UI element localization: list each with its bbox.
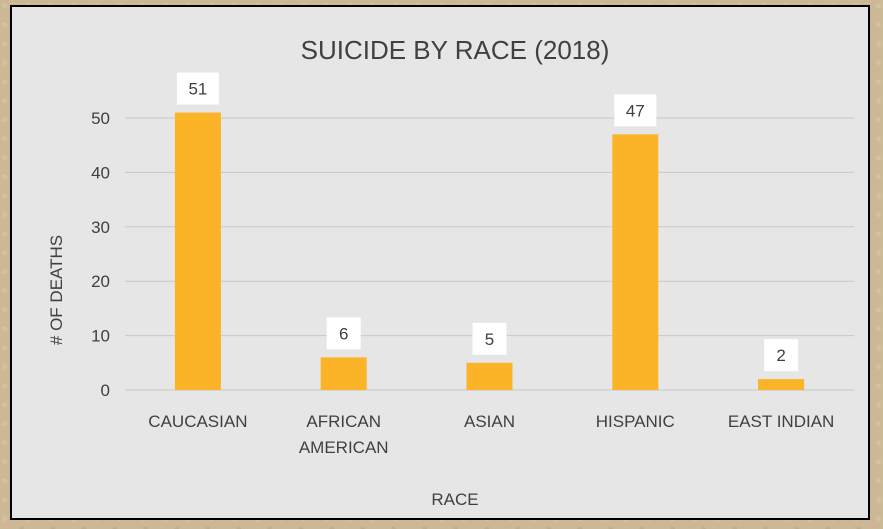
gridlines [125,117,854,391]
data-label-text: 6 [339,324,348,343]
data-label-box [764,339,799,372]
data-label: 5 [472,322,507,355]
y-tick-label: 40 [91,163,110,182]
bar-chart: SUICIDE BY RACE (2018) 0 10 20 30 40 50 51 6 5 4… [47,35,854,509]
y-axis-ticks: 0 10 20 30 40 50 [91,109,110,400]
x-tick-label: EAST INDIAN [728,412,834,431]
y-tick-label: 10 [91,327,110,346]
bar [466,362,513,390]
data-label-box [472,322,507,355]
x-axis-ticks: CAUCASIAN AFRICAN AMERICAN ASIAN HISPANIC EAS… [148,412,834,457]
data-label-box [176,72,219,105]
x-tick-label: AMERICAN [299,438,389,457]
y-tick-label: 50 [91,109,110,128]
data-label: 2 [764,339,799,372]
data-label-box [614,94,657,127]
data-label-text: 5 [485,330,494,349]
data-label-text: 2 [776,346,785,365]
data-label: 51 [176,72,219,105]
bar [320,357,367,390]
y-tick-label: 20 [91,272,110,291]
bars [174,112,805,390]
bar [758,379,805,390]
x-tick-label: ASIAN [464,412,515,431]
data-label-text: 51 [188,80,207,99]
chart-frame: SUICIDE BY RACE (2018) 0 10 20 30 40 50 51 6 5 4… [10,5,870,520]
data-labels: 51 6 5 47 2 [176,72,799,372]
x-tick-label: AFRICAN [306,412,381,431]
bar [612,134,659,390]
data-label: 6 [326,317,361,350]
y-tick-label: 0 [101,381,110,400]
bar [174,112,221,390]
chart-title: SUICIDE BY RACE (2018) [301,35,610,65]
data-label-text: 47 [626,101,645,120]
x-axis-title: RACE [431,490,478,509]
data-label-box [326,317,361,350]
x-tick-label: CAUCASIAN [148,412,247,431]
y-tick-label: 30 [91,218,110,237]
y-axis-title: # OF DEATHS [47,235,66,345]
x-tick-label: HISPANIC [596,412,675,431]
data-label: 47 [614,94,657,127]
